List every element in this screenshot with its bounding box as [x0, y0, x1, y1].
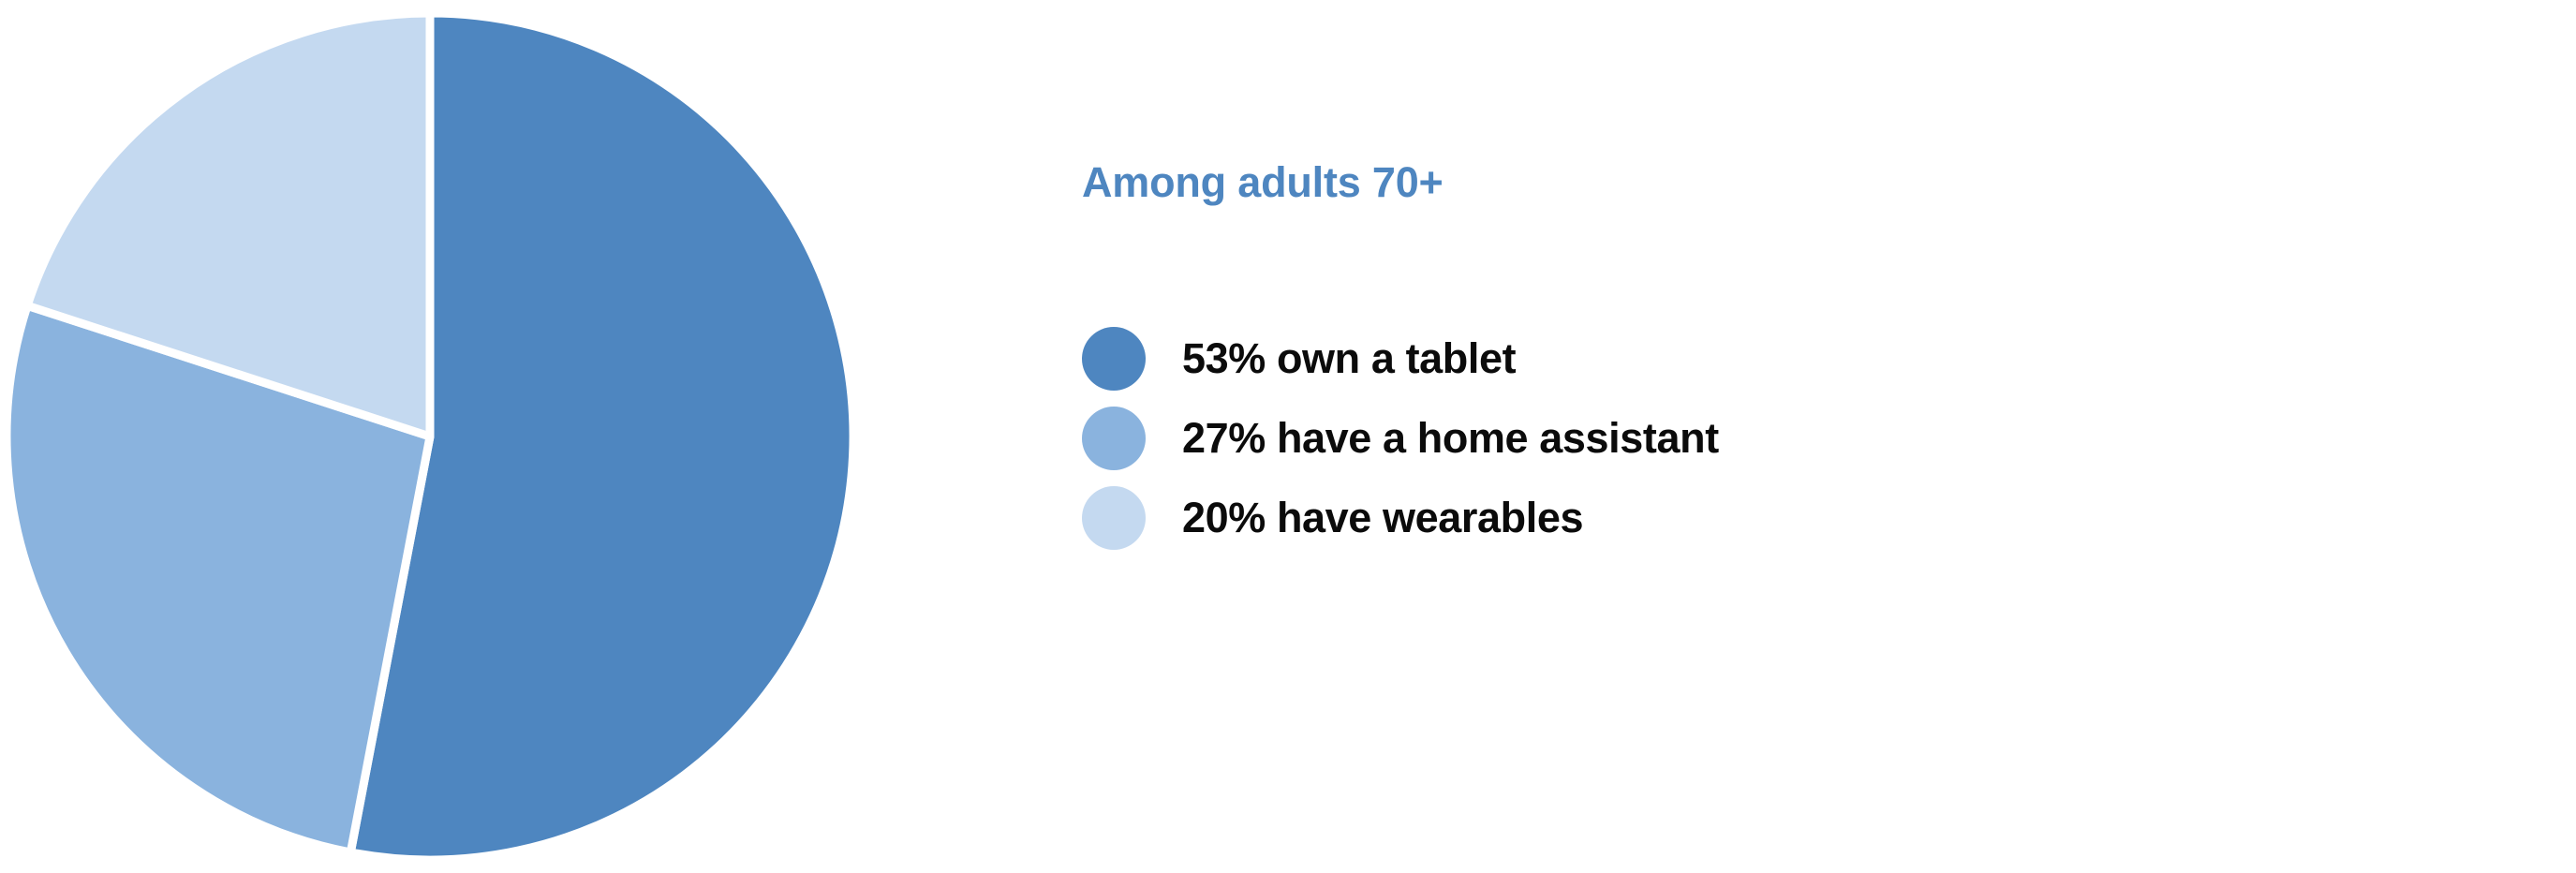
- legend-swatch-circle-icon: [1082, 485, 1146, 550]
- legend-swatch-circle-icon: [1082, 326, 1146, 391]
- legend-label: 27% have a home assistant: [1182, 413, 1719, 462]
- chart-title: Among adults 70+: [1082, 158, 1443, 206]
- legend-label: 20% have wearables: [1182, 493, 1584, 541]
- legend-item-wearables[interactable]: 20% have wearables: [1082, 478, 1719, 557]
- pie-slice-home-assistant[interactable]: [2, 301, 435, 857]
- legend-list: 53% own a tablet 27% have a home assista…: [1082, 318, 1719, 557]
- legend-item-own-a-tablet[interactable]: 53% own a tablet: [1082, 318, 1719, 398]
- pie-slice-wearables[interactable]: [22, 8, 435, 441]
- pie-slice-own-a-tablet[interactable]: [346, 8, 858, 865]
- legend-item-home-assistant[interactable]: 27% have a home assistant: [1082, 398, 1719, 478]
- legend-label: 53% own a tablet: [1182, 333, 1517, 382]
- pie-chart: [0, 0, 873, 873]
- legend-swatch-circle-icon: [1082, 406, 1146, 470]
- legend-panel: Among adults 70+ 53% own a tablet 27% ha…: [1082, 158, 2112, 550]
